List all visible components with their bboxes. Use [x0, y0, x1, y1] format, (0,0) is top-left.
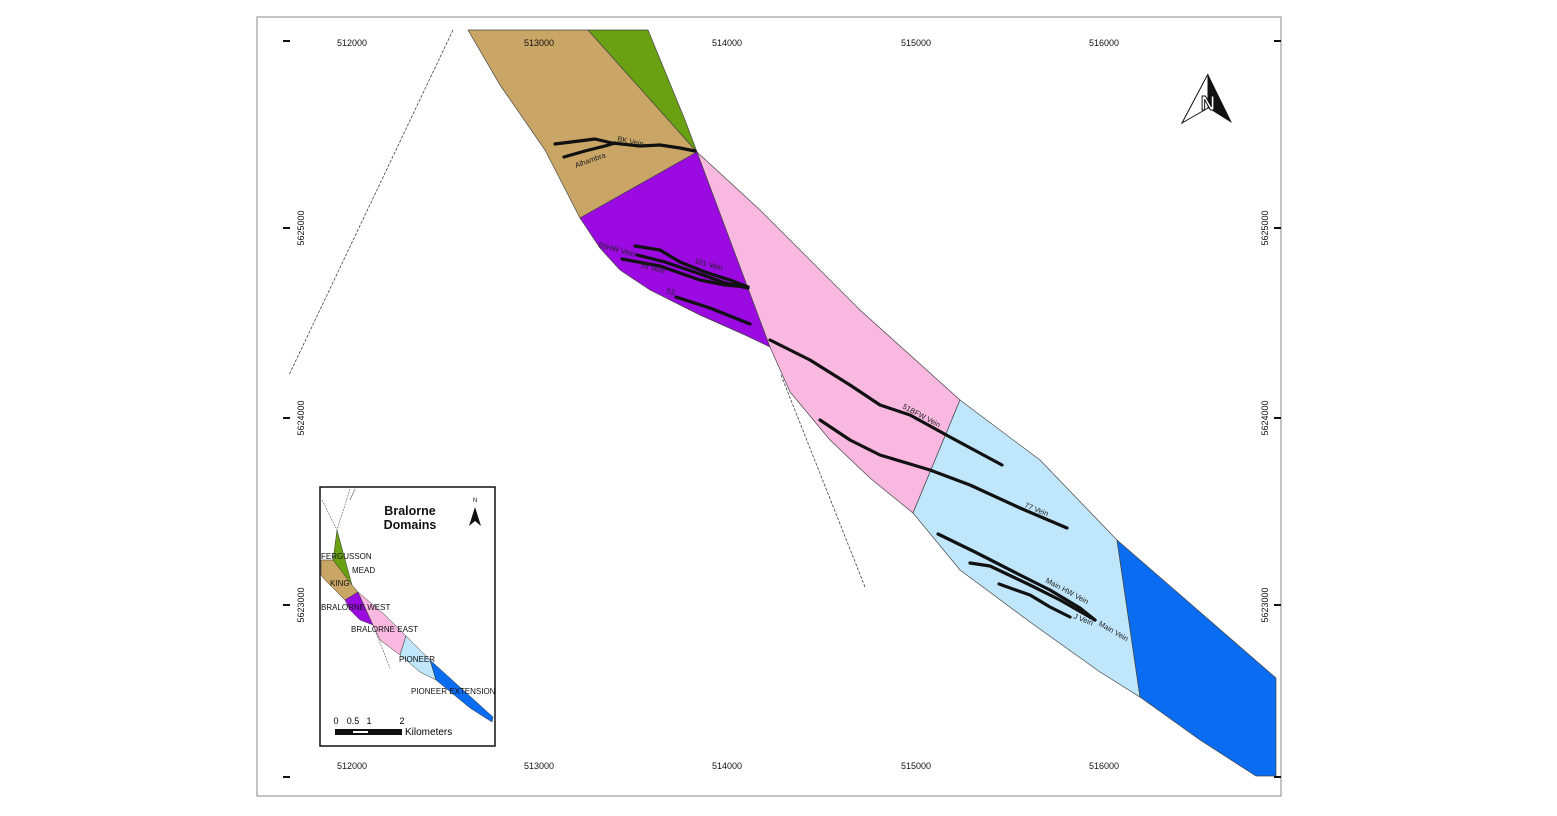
inset-domain-label: MEAD	[352, 566, 375, 575]
easting-tick: 516000	[1089, 38, 1119, 48]
vein-main	[968, 561, 1097, 622]
vein-53	[674, 295, 752, 326]
easting-tick: 514000	[712, 38, 742, 48]
domain-fergusson	[587, 29, 698, 153]
northing-tick: 5623000	[1260, 587, 1270, 622]
northing-ticks-right: 5625000 5624000 5623000	[1260, 210, 1270, 622]
northing-tick: 5625000	[296, 210, 306, 245]
tick-marks	[283, 40, 1281, 778]
northing-tick: 5624000	[1260, 400, 1270, 435]
inset-title: Bralorne	[384, 504, 435, 518]
easting-tick: 512000	[337, 761, 367, 771]
vein-bk	[553, 137, 697, 153]
scale-label: 2	[399, 716, 404, 726]
northing-tick: 5623000	[296, 587, 306, 622]
inset-north-label: N	[473, 498, 477, 504]
northing-tick: 5624000	[296, 400, 306, 435]
north-arrow-icon: N	[1180, 73, 1232, 125]
easting-ticks-bottom: 512000 513000 514000 515000 516000	[337, 761, 1119, 771]
vein-j	[997, 582, 1072, 619]
northing-tick: 5625000	[1260, 210, 1270, 245]
inset-domain-label: FERGUSSON	[321, 552, 372, 561]
vein-77	[818, 418, 1069, 530]
easting-tick: 516000	[1089, 761, 1119, 771]
easting-tick: 513000	[524, 761, 554, 771]
vein-51bfw	[768, 338, 1004, 467]
vein-label: 53	[665, 286, 675, 297]
vein-101	[633, 244, 750, 289]
domain-pioneer-extension	[1116, 539, 1277, 777]
scale-label: 0.5	[347, 716, 360, 726]
domain-pioneer	[912, 399, 1141, 698]
inset-title: Domains	[384, 518, 437, 532]
easting-ticks-top: 512000 513000 514000 515000 516000	[337, 38, 1119, 48]
scale-label: 0	[333, 716, 338, 726]
domain-bralorne-east	[696, 151, 961, 514]
vein-55	[620, 257, 750, 289]
inset-domain-label: PIONEER EXTENSION	[411, 687, 496, 696]
inset-map: Bralorne Domains N FERGUSSON MEAD KING B…	[319, 486, 496, 747]
north-arrow-label: N	[1201, 93, 1215, 115]
easting-tick: 515000	[901, 761, 931, 771]
vein-main-hw	[936, 532, 1097, 622]
easting-tick: 515000	[901, 38, 931, 48]
inset-domain-label: BRALORNE WEST	[321, 603, 390, 612]
inset-domain-label: BRALORNE EAST	[351, 625, 418, 634]
easting-tick: 514000	[712, 761, 742, 771]
vein-alhambra	[562, 141, 617, 159]
scale-label: 1	[366, 716, 371, 726]
inset-domain-label: KING	[330, 579, 350, 588]
inset-north-arrow-icon	[469, 507, 481, 526]
easting-tick: 513000	[524, 38, 554, 48]
scale-bar: 0 0.5 1 2 Kilometers	[333, 716, 452, 738]
scale-unit: Kilometers	[405, 727, 452, 738]
fault-line	[780, 374, 866, 588]
northing-ticks-left: 5625000 5624000 5623000	[296, 210, 306, 622]
fault-line	[288, 29, 454, 376]
easting-tick: 512000	[337, 38, 367, 48]
inset-domain-label: PIONEER	[399, 655, 435, 664]
